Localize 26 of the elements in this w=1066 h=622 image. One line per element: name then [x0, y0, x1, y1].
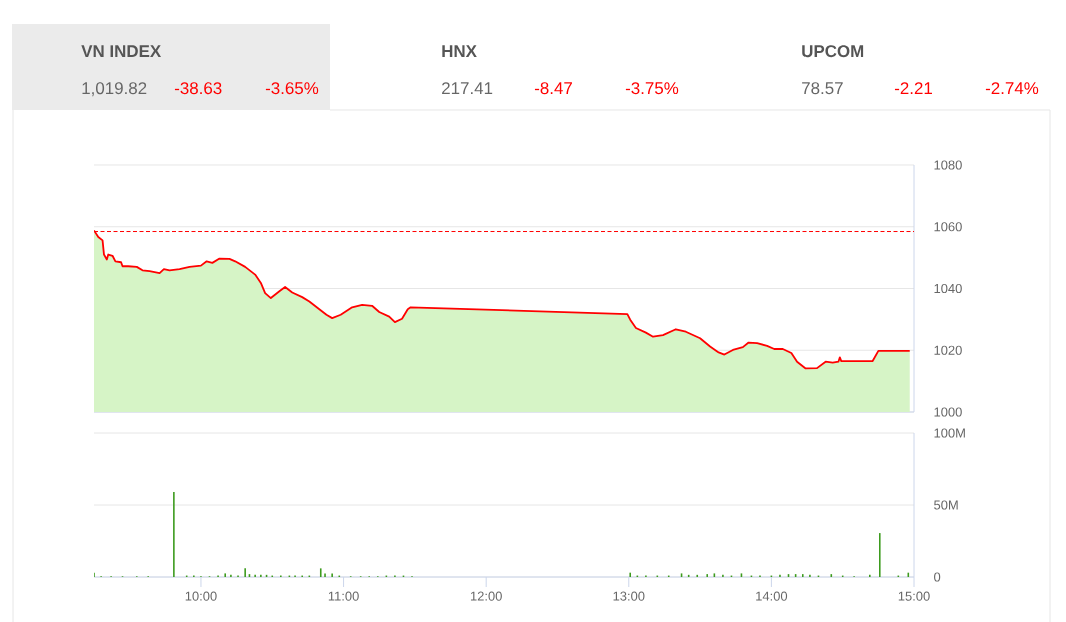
text: -2.74%: [985, 82, 1039, 95]
text: -8.47: [534, 82, 572, 95]
x-tick-label: 10:00: [185, 591, 217, 601]
x-tick-label: 14:00: [756, 591, 788, 601]
x-tick-label: 15:00: [898, 591, 930, 601]
y-tick-label: 0: [934, 572, 941, 582]
x-tick-label: 11:00: [328, 591, 359, 601]
y-tick-label: 100M: [934, 428, 965, 438]
text: -3.75%: [625, 82, 679, 95]
y-tick-label: 1000: [934, 407, 962, 417]
x-tick-label: 13:00: [613, 591, 645, 601]
text: HNX: [442, 45, 477, 57]
text: 1,019.82: [82, 82, 147, 97]
text: 78.57: [802, 82, 843, 95]
text: 217.41: [442, 82, 493, 94]
y-tick-label: 1060: [934, 222, 962, 232]
y-tick-label: 1080: [934, 160, 962, 170]
y-tick-label: 1040: [934, 283, 962, 294]
text: -38.63: [174, 82, 222, 95]
text: UPCOM: [802, 45, 864, 58]
text: -2.21: [894, 82, 932, 94]
text: VN INDEX: [81, 45, 162, 57]
y-tick-label: 1020: [934, 345, 962, 355]
y-tick-label: 50M: [934, 500, 958, 510]
x-tick-label: 12:00: [470, 591, 502, 601]
text: -3.65%: [265, 82, 319, 95]
